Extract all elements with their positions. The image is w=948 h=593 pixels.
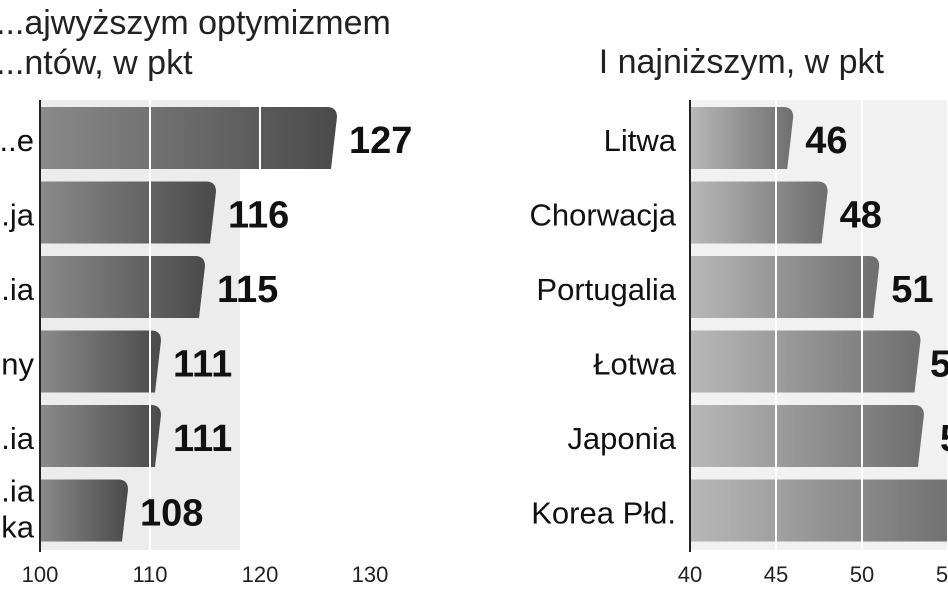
right-value-label-3: 5 — [930, 344, 948, 386]
right-tick-0: 40 — [678, 562, 702, 587]
right-bar-5 — [690, 479, 948, 542]
left-value-label-1: 116 — [228, 195, 289, 237]
right-plot-background — [690, 100, 948, 550]
left-value-label-5: 108 — [140, 493, 203, 535]
right-value-label-1: 48 — [840, 195, 882, 237]
left-chart-title: ...ajwyższym optymizmem — [0, 4, 391, 42]
right-category-label-2: Portugalia — [536, 272, 676, 307]
left-category-label-2: ...ia — [0, 272, 35, 307]
left-category-label-3: ...ny — [0, 347, 34, 382]
left-category-label-5-line2: ...ka — [0, 510, 35, 545]
right-category-label-1: Chorwacja — [530, 198, 677, 233]
right-bar-1 — [690, 181, 828, 244]
left-bar-4 — [40, 405, 161, 467]
right-value-label-0: 46 — [805, 120, 847, 162]
left-value-label-3: 111 — [173, 344, 232, 386]
left-category-label-4: ...ia — [0, 421, 35, 456]
left-value-label-4: 111 — [173, 418, 232, 460]
left-value-label-2: 115 — [217, 269, 278, 311]
left-tick-110: 110 — [132, 562, 167, 587]
left-value-label-0: 127 — [349, 120, 412, 162]
left-category-label-5: ...ia — [0, 474, 35, 509]
left-tick-130: 130 — [352, 562, 389, 587]
right-chart: I najniższym, w pkt Litwa Chorwacja Portuga… — [530, 43, 948, 587]
left-bar-1 — [40, 181, 216, 244]
right-category-label-3: Łotwa — [593, 347, 676, 382]
right-tick-3: 5 — [936, 562, 948, 587]
left-chart-title-line2: ...ntów, w pkt — [0, 44, 193, 82]
left-category-label-0: ...e — [0, 123, 34, 158]
right-tick-1: 45 — [764, 562, 788, 587]
left-bar-0 — [40, 107, 337, 169]
right-bar-0 — [690, 107, 794, 169]
left-chart: ...ajwyższym optymizmem...ntów, w pkt...… — [0, 4, 412, 587]
left-bar-2 — [40, 256, 205, 318]
right-value-label-4: 5 — [940, 418, 948, 460]
left-bar-3 — [40, 330, 161, 393]
left-category-label-1: ...ja — [0, 198, 35, 233]
right-value-label-2: 51 — [891, 269, 933, 311]
right-bar-4 — [690, 405, 924, 467]
left-bar-5 — [40, 479, 128, 542]
right-bar-3 — [690, 330, 921, 393]
right-category-label-5: Korea Płd. — [531, 496, 676, 531]
right-category-label-0: Litwa — [604, 123, 677, 158]
right-chart-title: I najniższym, w pkt — [599, 43, 885, 81]
right-category-label-4: Japonia — [567, 421, 676, 456]
right-tick-2: 50 — [850, 562, 874, 587]
right-bar-2 — [690, 256, 880, 318]
left-plot-background — [40, 100, 240, 550]
left-tick-100: 100 — [22, 562, 59, 587]
left-tick-120: 120 — [242, 562, 279, 587]
